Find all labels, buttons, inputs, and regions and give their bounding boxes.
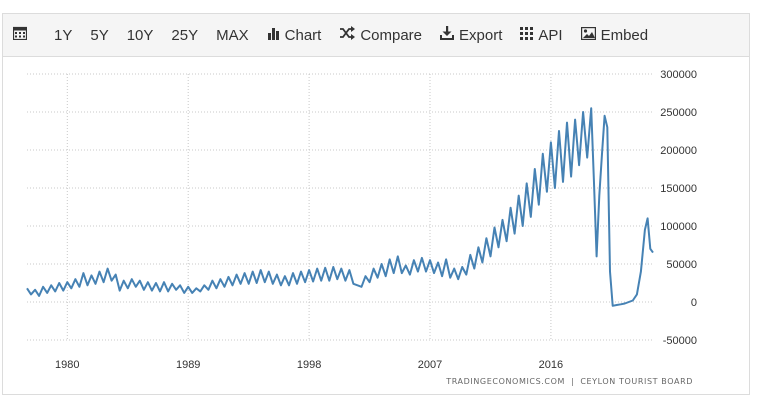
chart-label: Chart [284, 26, 322, 44]
range-25y-label: 25Y [171, 26, 199, 44]
line-chart: 300000 250000 200000 150000 100000 50000 0 -500… [26, 69, 697, 371]
range-max-label: MAX [216, 26, 249, 44]
y-tick-label: 200000 [660, 145, 697, 157]
credits-separator: | [571, 377, 575, 386]
range-10y-label: 10Y [126, 26, 154, 44]
calendar-button[interactable] [12, 14, 32, 56]
export-button[interactable]: Export [440, 14, 502, 56]
chart-type-button[interactable]: Chart [267, 14, 322, 56]
chart-widget: 1Y 5Y 10Y 25Y MAX Chart Compare Export [2, 13, 750, 395]
embed-label: Embed [600, 26, 649, 44]
y-tick-label: 0 [691, 297, 697, 309]
calendar-icon [12, 26, 28, 44]
x-tick-label: 1998 [297, 359, 321, 371]
y-tick-label: 150000 [660, 183, 697, 195]
x-tick-label: 2007 [418, 359, 442, 371]
y-tick-label: 300000 [660, 69, 697, 81]
x-tick-label: 2016 [539, 359, 563, 371]
range-25y-button[interactable]: 25Y [171, 14, 198, 56]
y-tick-label: 50000 [666, 259, 697, 271]
image-icon [580, 26, 596, 44]
compare-button[interactable]: Compare [339, 14, 422, 56]
x-tick-label: 1989 [176, 359, 200, 371]
export-label: Export [459, 26, 503, 44]
source-label: TRADINGECONOMICS.COM [446, 377, 566, 386]
api-label: API [538, 26, 563, 44]
range-max-button[interactable]: MAX [216, 14, 249, 56]
y-tick-label: -50000 [663, 335, 697, 347]
y-tick-label: 250000 [660, 107, 697, 119]
range-1y-button[interactable]: 1Y [54, 14, 72, 56]
y-tick-label: 100000 [660, 221, 697, 233]
series-line [26, 107, 654, 307]
x-tick-label: 1980 [55, 359, 79, 371]
embed-button[interactable]: Embed [580, 14, 649, 56]
provider-label: CEYLON TOURIST BOARD [580, 377, 693, 386]
chart-toolbar: 1Y 5Y 10Y 25Y MAX Chart Compare Export [3, 14, 749, 57]
range-5y-label: 5Y [90, 26, 109, 44]
chart-credits: TRADINGECONOMICS.COM | CEYLON TOURIST BOAR… [446, 377, 693, 386]
compare-label: Compare [360, 26, 423, 44]
bar-chart-icon [267, 26, 280, 44]
grid-icon [520, 26, 534, 44]
range-10y-button[interactable]: 10Y [127, 14, 154, 56]
download-icon [440, 26, 455, 44]
api-button[interactable]: API [520, 14, 563, 56]
shuffle-icon [339, 26, 356, 44]
range-1y-label: 1Y [54, 26, 73, 44]
range-5y-button[interactable]: 5Y [90, 14, 108, 56]
